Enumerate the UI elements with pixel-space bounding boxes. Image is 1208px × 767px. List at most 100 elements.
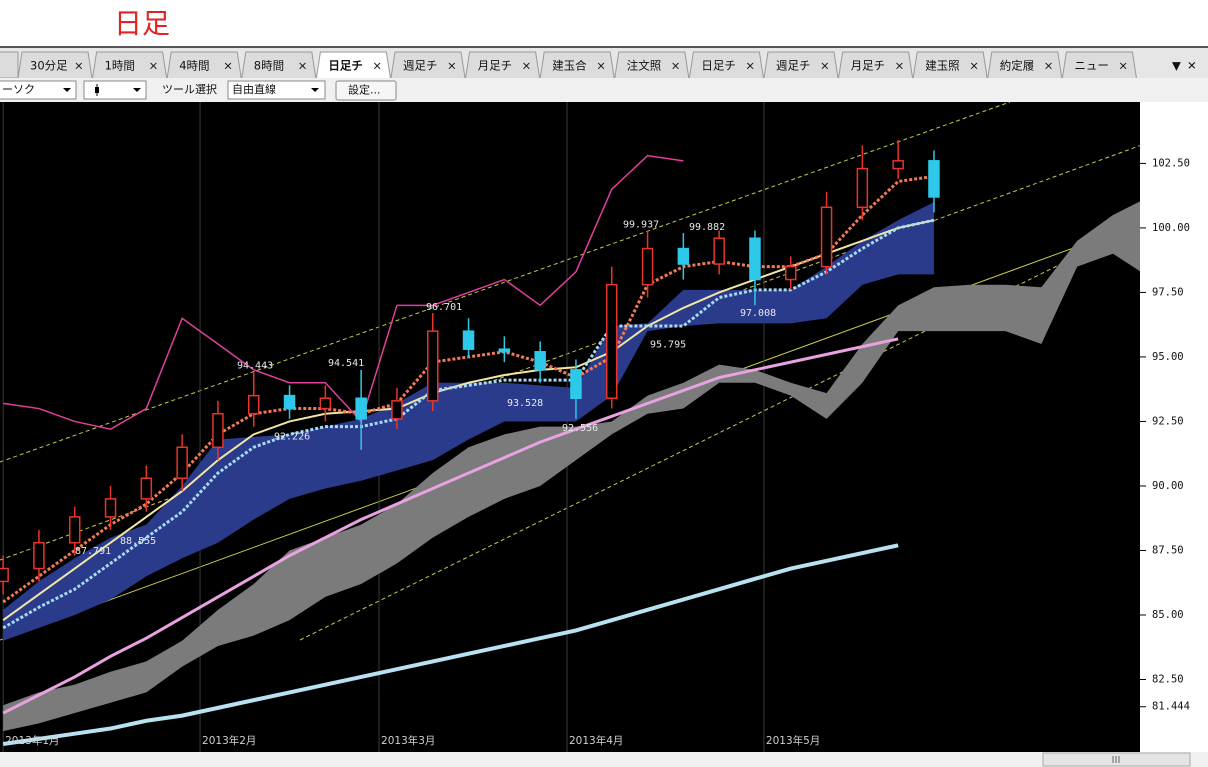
y-tick-label: 100.00 — [1152, 222, 1190, 234]
tab-label: 約定履 — [1000, 59, 1035, 73]
plot: 87.791 88.555 94.443 92.226 94.541 96.701 93.5… — [0, 102, 1140, 752]
tab-partial — [0, 51, 19, 79]
tab-close: × — [447, 59, 457, 73]
tab-menu[interactable]: ▼ — [1172, 59, 1181, 73]
tab[interactable]: 月足チ × — [838, 51, 914, 79]
tab-close: × — [969, 59, 979, 73]
tab-close: × — [1118, 59, 1128, 73]
candle-body — [606, 283, 618, 399]
tab-label: 日足チ — [328, 59, 363, 73]
tab-label: 1時間 — [105, 59, 135, 73]
tab-label: 30分足 — [30, 59, 68, 73]
tab[interactable]: 1時間 × — [92, 51, 168, 79]
indicator-line — [2, 337, 899, 715]
y-tick-label: 95.00 — [1152, 351, 1184, 363]
candle-body — [391, 400, 403, 420]
tab[interactable]: 注文照 × — [614, 51, 690, 79]
y-tick-label: 102.50 — [1152, 157, 1190, 169]
tab[interactable]: 4時間 × — [166, 51, 242, 79]
style-select[interactable]: ーソク — [0, 80, 77, 100]
tab[interactable]: ニュー × — [1061, 51, 1137, 79]
candle-body — [534, 351, 546, 371]
settings-button[interactable]: 設定... — [335, 80, 397, 101]
candle-body — [498, 348, 511, 353]
tab-label: 日足チ — [701, 59, 736, 73]
candle-body — [104, 498, 117, 518]
price-annotation: 88.555 — [120, 536, 156, 547]
candle-body — [820, 206, 833, 268]
tab-shape — [987, 51, 1063, 79]
tab[interactable]: 月足チ × — [465, 51, 541, 79]
candle-select[interactable] — [83, 80, 147, 100]
x-tick-label: 2013年3月 — [381, 734, 435, 747]
candle-body — [176, 446, 188, 479]
y-tick-label: 97.50 — [1152, 286, 1184, 298]
price-annotation: 99.882 — [689, 222, 725, 233]
candle-body — [570, 369, 582, 399]
y-tick-label: 92.50 — [1152, 415, 1184, 427]
tab-shape — [614, 51, 690, 79]
tab-close: × — [1044, 59, 1054, 73]
tab-close: × — [298, 59, 308, 73]
scrollbar — [0, 752, 1208, 767]
candle-body — [319, 397, 332, 410]
indicator-line — [2, 218, 935, 630]
y-tick-label: 85.00 — [1152, 609, 1184, 621]
cloud — [3, 201, 1140, 732]
candle-body — [713, 237, 725, 265]
candle-body — [462, 330, 475, 350]
tab-label: 週足チ — [776, 59, 811, 73]
candle-body — [426, 330, 439, 402]
y-tick-label: 81.444 — [1152, 701, 1190, 713]
tab[interactable]: 建玉合 × — [539, 51, 615, 79]
tab-label: 注文照 — [627, 59, 662, 73]
tab-shape — [315, 51, 391, 79]
tab-shape — [539, 51, 615, 79]
tab-label: 月足チ — [478, 59, 512, 73]
tab-close: × — [74, 59, 84, 73]
tab-shape — [465, 51, 541, 79]
candle-body — [247, 394, 260, 415]
tab-close: × — [522, 59, 532, 73]
x-tick-label: 2013年2月 — [202, 734, 256, 747]
tab[interactable]: 建玉照 × — [912, 51, 988, 79]
style-select-text: ーソク — [2, 83, 35, 96]
tab-close: × — [745, 59, 755, 73]
tab[interactable]: 約定履 × — [987, 51, 1063, 79]
page-title: 日足 — [114, 7, 170, 40]
tab-shape — [838, 51, 914, 79]
price-annotation: 87.791 — [75, 546, 111, 557]
tab-label: 週足チ — [403, 59, 438, 73]
tab-close: × — [671, 59, 681, 73]
tab-close: × — [149, 59, 159, 73]
tab-shape — [688, 51, 764, 79]
tab-label: 月足チ — [851, 59, 886, 73]
candle-body — [928, 160, 940, 198]
tab[interactable]: 日足チ × — [315, 51, 391, 79]
price-annotation: 95.795 — [650, 339, 686, 350]
tab[interactable]: 週足チ × — [763, 51, 839, 79]
price-annotation: 94.541 — [328, 358, 364, 369]
tab-shape — [390, 51, 466, 79]
tab-label: 建玉合 — [552, 59, 587, 73]
tab-close-all[interactable]: ✕ — [1187, 59, 1197, 73]
tab-shape — [17, 51, 93, 79]
tool-select[interactable]: 自由直線 — [227, 80, 326, 100]
tab-shape — [92, 51, 168, 79]
price-axis — [1140, 102, 1208, 752]
tab[interactable]: 日足チ × — [688, 51, 764, 79]
tab-shape — [912, 51, 988, 79]
tab-shape — [166, 51, 242, 79]
scroll-thumb[interactable] — [1042, 752, 1191, 767]
candle-body — [677, 247, 690, 265]
tab[interactable]: 30分足 × — [17, 51, 93, 79]
indicator-line — [2, 219, 935, 621]
tab[interactable]: 週足チ × — [390, 51, 466, 79]
candle-body — [212, 412, 224, 449]
y-tick-label: 82.50 — [1152, 673, 1184, 685]
tab[interactable]: 8時間 × — [241, 51, 317, 79]
price-annotation: 97.008 — [740, 308, 776, 319]
candle-body — [68, 516, 81, 544]
price-annotation: 92.226 — [274, 432, 310, 443]
